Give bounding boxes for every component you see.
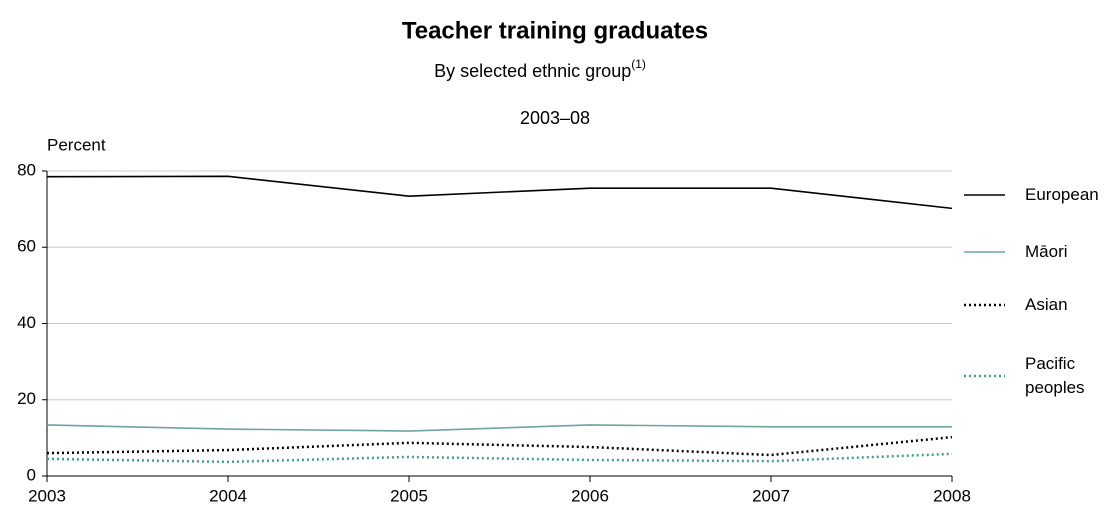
legend-label: European (1025, 185, 1099, 204)
chart-period: 2003–08 (520, 108, 590, 128)
y-tick-label: 20 (17, 389, 36, 408)
x-tick-label: 2003 (28, 486, 66, 505)
x-tick-label: 2008 (933, 486, 971, 505)
x-tick-label: 2004 (209, 486, 247, 505)
legend-label: Asian (1025, 295, 1068, 314)
chart-title: Teacher training graduates (402, 17, 708, 44)
y-tick-label: 0 (27, 465, 36, 484)
x-tick-label: 2006 (571, 486, 609, 505)
x-tick-label: 2007 (752, 486, 790, 505)
series-line (46, 175, 953, 210)
x-tick-label: 2005 (390, 486, 428, 505)
chart-subtitle: By selected ethnic group(1) (434, 57, 646, 81)
y-tick-label: 60 (17, 237, 36, 256)
y-axis-label: Percent (47, 135, 106, 154)
footnote-marker: (1) (631, 57, 646, 71)
legend-label: Pacific peoples (1025, 354, 1085, 397)
legend-label: Māori (1025, 242, 1068, 261)
y-tick-label: 40 (17, 313, 36, 332)
y-tick-label: 80 (17, 160, 36, 179)
series-line (46, 452, 953, 464)
subtitle-text: By selected ethnic group (434, 61, 631, 81)
series-line (46, 424, 952, 432)
series-line (46, 435, 953, 457)
